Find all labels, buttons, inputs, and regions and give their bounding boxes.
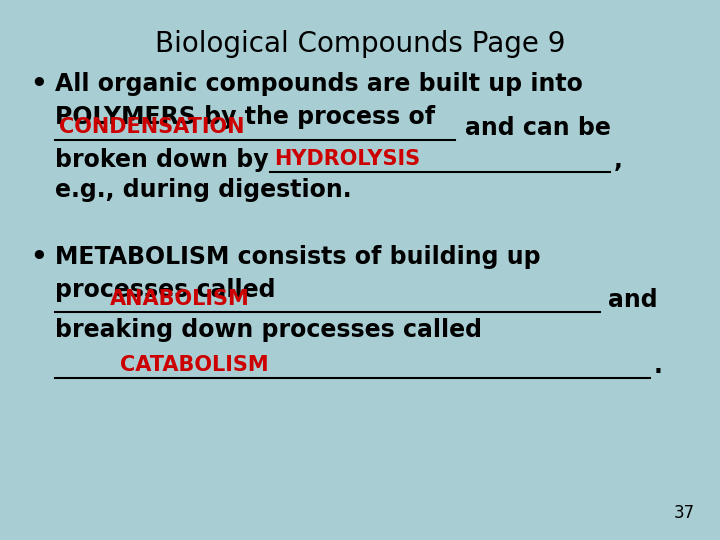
Text: breaking down processes called: breaking down processes called bbox=[55, 318, 482, 342]
Text: •: • bbox=[30, 72, 47, 98]
Text: HYDROLYSIS: HYDROLYSIS bbox=[274, 149, 420, 169]
Text: •: • bbox=[30, 245, 47, 271]
Text: 37: 37 bbox=[674, 504, 695, 522]
Text: CATABOLISM: CATABOLISM bbox=[120, 355, 269, 375]
Text: broken down by: broken down by bbox=[55, 148, 269, 172]
Text: METABOLISM consists of building up: METABOLISM consists of building up bbox=[55, 245, 541, 269]
Text: e.g., during digestion.: e.g., during digestion. bbox=[55, 178, 351, 202]
Text: Biological Compounds Page 9: Biological Compounds Page 9 bbox=[155, 30, 565, 58]
Text: and: and bbox=[608, 288, 657, 312]
Text: ,: , bbox=[614, 148, 623, 172]
Text: ANABOLISM: ANABOLISM bbox=[110, 289, 250, 309]
Text: All organic compounds are built up into: All organic compounds are built up into bbox=[55, 72, 583, 96]
Text: .: . bbox=[654, 354, 663, 378]
Text: and can be: and can be bbox=[465, 116, 611, 140]
Text: CONDENSATION: CONDENSATION bbox=[59, 117, 245, 137]
Text: POLYMERS by the process of: POLYMERS by the process of bbox=[55, 105, 435, 129]
Text: processes called: processes called bbox=[55, 278, 276, 302]
